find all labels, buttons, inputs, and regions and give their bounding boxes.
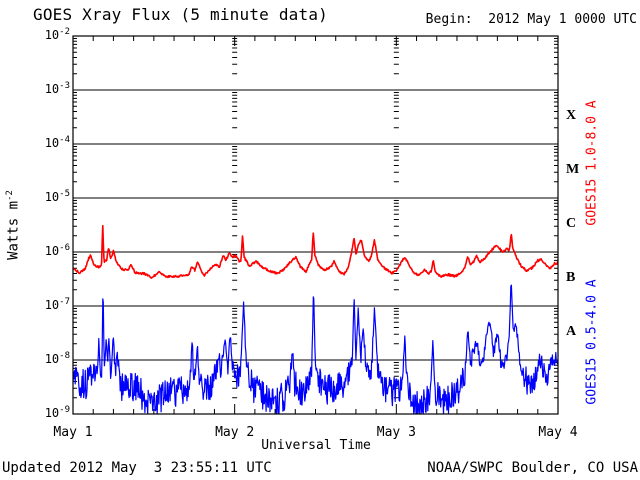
begin-timestamp: Begin: 2012 May 1 0000 UTC	[425, 12, 637, 27]
flare-class-letter: X	[566, 108, 577, 123]
y-tick-label: 10-3	[44, 81, 70, 96]
y-axis-title: Watts m-2	[4, 190, 22, 260]
x-tick-label: May 2	[215, 425, 255, 440]
y-tick-label: 10-6	[44, 243, 70, 258]
source-attribution: NOAA/SWPC Boulder, CO USA	[427, 460, 638, 476]
y-tick-label: 10-5	[44, 189, 70, 204]
flare-class-letter: M	[566, 162, 580, 177]
y-axis-title-exponent: -2	[4, 190, 15, 201]
y-tick-label: 10-2	[44, 27, 70, 42]
flare-class-letter: B	[566, 270, 576, 285]
x-tick-label: May 3	[376, 425, 416, 440]
y-tick-label: 10-7	[44, 297, 70, 312]
x-tick-label: May 1	[53, 425, 93, 440]
flare-class-letter: C	[566, 216, 577, 231]
y-tick-label: 10-4	[44, 135, 70, 150]
page-title: GOES Xray Flux (5 minute data)	[33, 5, 328, 24]
legend-short-channel-label: GOES15 0.5-4.0 A	[584, 279, 600, 405]
flare-class-letter: A	[566, 324, 577, 339]
y-axis-title-base: Watts m	[5, 200, 22, 260]
series-short-xray-line	[73, 284, 558, 414]
x-tick-label: May 4	[538, 425, 578, 440]
plot-frame	[72, 35, 559, 415]
y-tick-label: 10-8	[44, 351, 70, 366]
updated-timestamp: Updated 2012 May 3 23:55:11 UTC	[2, 460, 272, 476]
series-long-xray-line	[73, 224, 558, 279]
y-tick-label: 10-9	[44, 405, 70, 420]
x-axis-title: Universal Time	[261, 438, 371, 453]
